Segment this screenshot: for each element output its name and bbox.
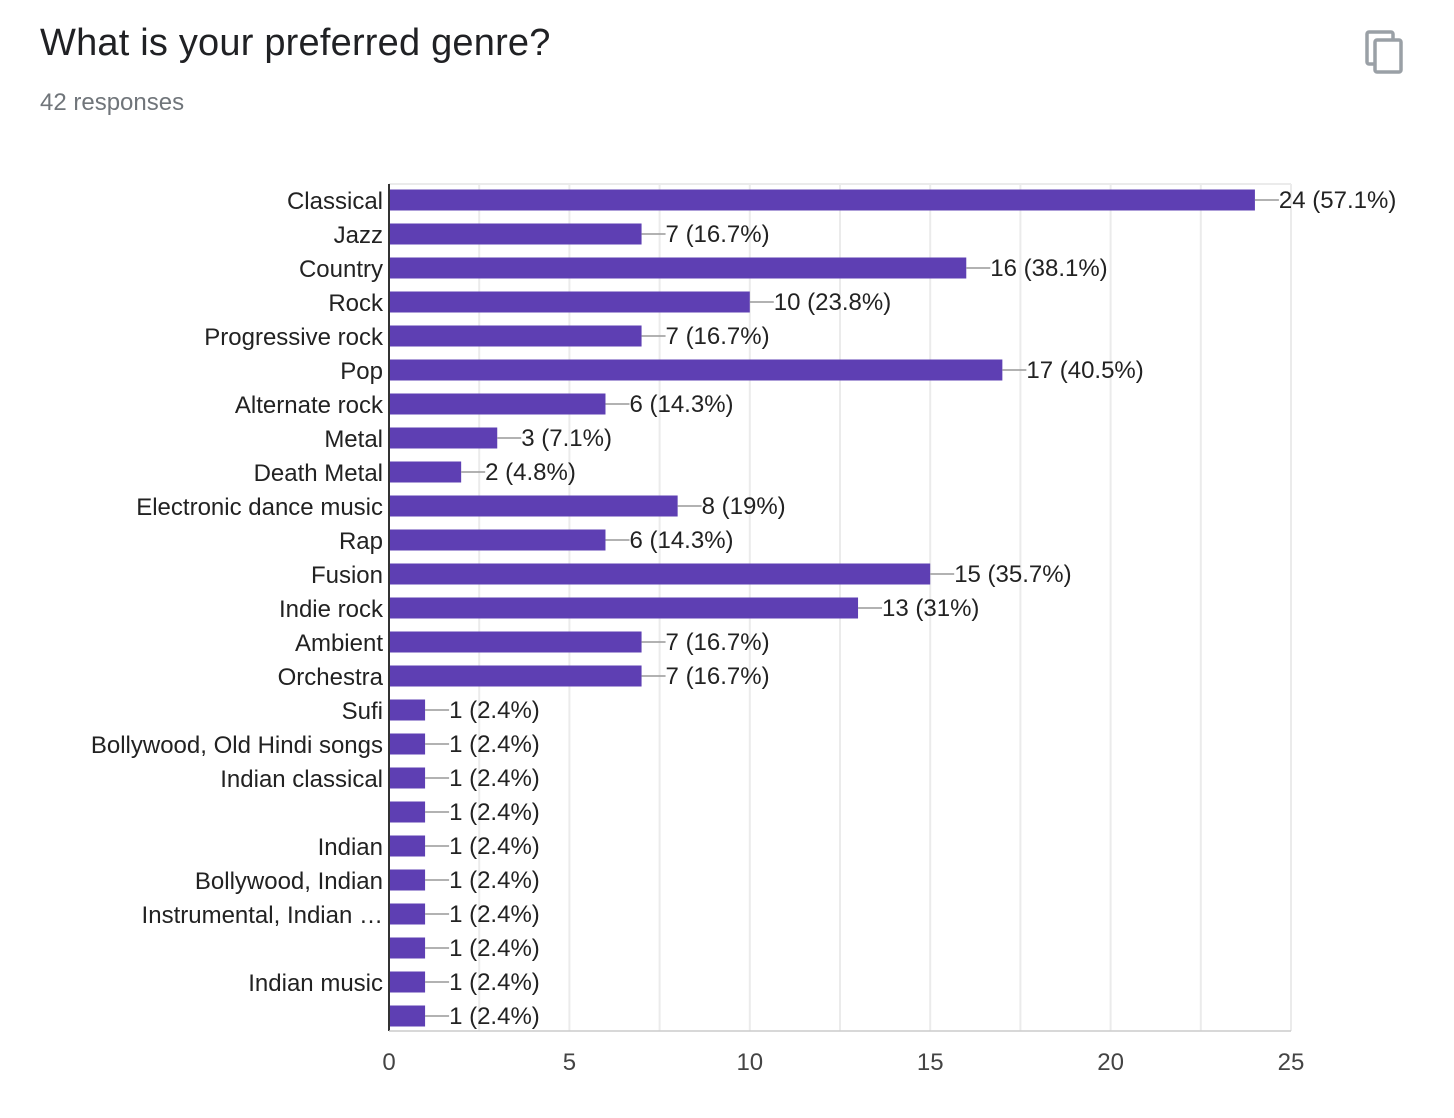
category-label: Rock <box>328 290 384 317</box>
data-label: 17 (40.5%) <box>1026 357 1143 384</box>
data-label: 24 (57.1%) <box>1279 187 1396 214</box>
bar <box>389 869 426 891</box>
chart-title: What is your preferred genre? <box>40 22 551 64</box>
data-label: 7 (16.7%) <box>666 663 770 690</box>
response-count: 42 responses <box>40 89 185 116</box>
category-label: Indian <box>318 834 383 861</box>
category-label: Death Metal <box>254 460 383 487</box>
data-label: 2 (4.8%) <box>485 459 576 486</box>
bar <box>389 1005 426 1027</box>
category-label: Metal <box>324 426 383 453</box>
data-label: 16 (38.1%) <box>990 255 1107 282</box>
category-label: Electronic dance music <box>136 494 383 521</box>
bars <box>389 189 1279 1027</box>
x-tick-label: 20 <box>1097 1049 1124 1076</box>
category-label: Rap <box>339 528 383 555</box>
bar <box>389 903 426 925</box>
data-label: 1 (2.4%) <box>449 969 540 996</box>
copy-button[interactable] <box>1356 24 1412 80</box>
category-label: Orchestra <box>278 664 384 691</box>
data-label: 1 (2.4%) <box>449 1003 540 1030</box>
bar <box>389 801 426 823</box>
data-label: 6 (14.3%) <box>629 391 733 418</box>
data-label: 1 (2.4%) <box>449 867 540 894</box>
category-label: Progressive rock <box>204 324 384 351</box>
category-label: Classical <box>287 188 383 215</box>
category-label: Alternate rock <box>235 392 384 419</box>
bar <box>389 461 462 483</box>
bar <box>389 427 498 449</box>
bar <box>389 563 931 585</box>
category-label: Indie rock <box>279 596 384 623</box>
data-label: 7 (16.7%) <box>666 323 770 350</box>
bar <box>389 529 606 551</box>
data-label: 1 (2.4%) <box>449 765 540 792</box>
data-label: 8 (19%) <box>702 493 786 520</box>
category-label: Pop <box>340 358 383 385</box>
bar <box>389 291 750 313</box>
data-label: 15 (35.7%) <box>954 561 1071 588</box>
category-label: Fusion <box>311 562 383 589</box>
category-label: Indian music <box>248 970 383 997</box>
data-label: 7 (16.7%) <box>666 221 770 248</box>
x-tick-label: 10 <box>736 1049 763 1076</box>
bar <box>389 631 642 653</box>
bar <box>389 971 426 993</box>
data-label: 1 (2.4%) <box>449 799 540 826</box>
bar <box>389 189 1255 211</box>
bar <box>389 495 678 517</box>
data-label: 1 (2.4%) <box>449 901 540 928</box>
data-label: 13 (31%) <box>882 595 979 622</box>
x-tick-label: 15 <box>917 1049 944 1076</box>
x-tick-label: 25 <box>1278 1049 1305 1076</box>
axes: 0 5 10 15 20 25 <box>382 184 1304 1076</box>
bar <box>389 767 426 789</box>
bar <box>389 937 426 959</box>
data-label: 1 (2.4%) <box>449 935 540 962</box>
bar <box>389 393 606 415</box>
category-label: Country <box>299 256 383 283</box>
data-label: 1 (2.4%) <box>449 833 540 860</box>
bar <box>389 835 426 857</box>
bar <box>389 733 426 755</box>
data-label: 3 (7.1%) <box>521 425 612 452</box>
category-label: Indian classical <box>220 766 383 793</box>
x-tick-label: 0 <box>382 1049 395 1076</box>
bar <box>389 597 859 619</box>
labels: 24 (57.1%) Classical 7 (16.7%) Jazz 16 (38.1… <box>91 187 1396 1030</box>
bar <box>389 699 426 721</box>
bar <box>389 359 1003 381</box>
data-label: 1 (2.4%) <box>449 697 540 724</box>
category-label: Bollywood, Old Hindi songs <box>91 732 383 759</box>
bar <box>389 257 967 279</box>
category-label: Sufi <box>342 698 383 725</box>
data-label: 7 (16.7%) <box>666 629 770 656</box>
data-label: 1 (2.4%) <box>449 731 540 758</box>
bar <box>389 665 642 687</box>
bar <box>389 325 642 347</box>
copy-icon <box>1365 30 1403 74</box>
category-label: Bollywood, Indian <box>195 868 383 895</box>
x-tick-label: 5 <box>563 1049 576 1076</box>
category-label: Ambient <box>295 630 383 657</box>
category-label: Jazz <box>334 222 383 249</box>
data-label: 10 (23.8%) <box>774 289 891 316</box>
bar <box>389 223 642 245</box>
data-label: 6 (14.3%) <box>629 527 733 554</box>
category-label: Instrumental, Indian … <box>142 902 383 929</box>
